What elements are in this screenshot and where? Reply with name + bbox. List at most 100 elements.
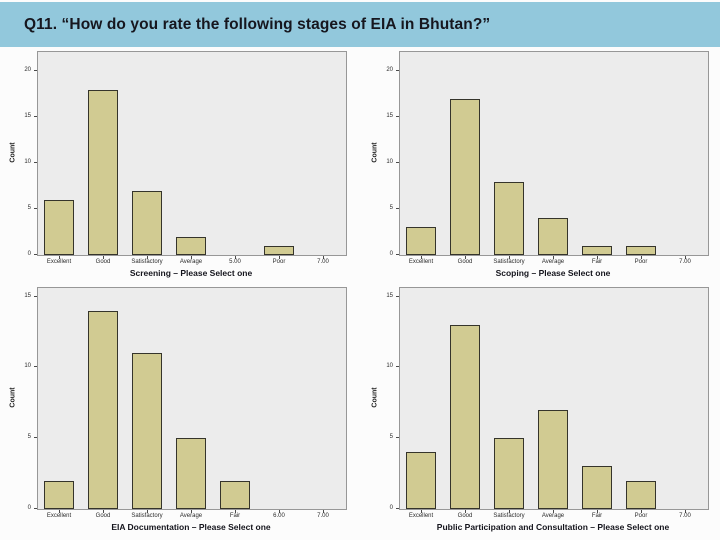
y-tick-label: 0	[27, 251, 31, 257]
y-tick-label: 20	[386, 67, 393, 74]
bar-scoping-5	[626, 246, 656, 255]
x-tick-mark	[147, 256, 148, 259]
y-tick-label: 10	[24, 363, 31, 370]
x-tick-mark	[279, 510, 280, 513]
x-tick-label: 6.00	[273, 513, 285, 519]
x-tick-mark	[191, 510, 192, 513]
y-axis-title-scoping: Count	[371, 141, 379, 163]
x-tick-mark	[465, 510, 466, 513]
x-tick-mark	[235, 510, 236, 513]
y-tick-label: 15	[24, 292, 31, 299]
y-tick-mark	[396, 295, 399, 297]
x-tick-label: 7.00	[679, 513, 691, 519]
bar-eia-documentation-4	[220, 481, 250, 509]
y-tick-mark	[34, 116, 37, 118]
y-tick-mark	[34, 437, 37, 439]
x-tick-label: Excellent	[408, 259, 434, 265]
y-tick-label: 0	[27, 505, 31, 511]
bar-public-participation-2	[494, 438, 524, 509]
x-tick-label: Poor	[634, 513, 648, 519]
y-tick-mark	[396, 162, 399, 164]
x-tick-mark	[641, 256, 642, 259]
x-tick-label: Poor	[272, 259, 286, 265]
x-axis-title-scoping: Scoping – Please Select one	[495, 268, 611, 278]
y-tick-mark	[34, 295, 37, 297]
y-axis-title-eia-documentation: Count	[9, 386, 17, 408]
x-tick-label: 7.00	[679, 259, 691, 265]
plot-area-screening	[37, 51, 347, 256]
slide-title: Q11. “How do you rate the following stag…	[24, 15, 491, 33]
x-tick-label: Poor	[634, 259, 648, 265]
y-tick-mark	[396, 254, 399, 255]
x-axis-title-screening: Screening – Please Select one	[129, 268, 253, 278]
x-tick-label: Satisfactory	[131, 513, 163, 519]
x-tick-label: Satisfactory	[493, 513, 525, 519]
x-tick-mark	[553, 256, 554, 259]
x-tick-mark	[509, 256, 510, 259]
x-tick-mark	[59, 256, 60, 259]
bar-scoping-3	[538, 218, 568, 255]
x-tick-label: 7.00	[317, 513, 329, 519]
bar-scoping-1	[450, 99, 480, 255]
bar-screening-1	[88, 90, 118, 255]
y-tick-mark	[34, 508, 37, 509]
x-axis-title-eia-documentation: EIA Documentation – Please Select one	[111, 522, 271, 532]
bar-screening-0	[44, 200, 74, 255]
y-tick-label: 5	[27, 205, 31, 212]
y-tick-mark	[396, 437, 399, 439]
x-tick-mark	[421, 256, 422, 259]
x-tick-label: Good	[95, 513, 111, 519]
y-tick-mark	[34, 254, 37, 255]
x-tick-mark	[147, 510, 148, 513]
bar-scoping-2	[494, 182, 524, 255]
bar-eia-documentation-1	[88, 311, 118, 509]
x-tick-mark	[235, 256, 236, 259]
x-tick-label: Good	[457, 259, 473, 265]
x-tick-label: Average	[541, 513, 565, 519]
x-tick-label: Satisfactory	[131, 259, 163, 265]
x-tick-label: Average	[179, 513, 203, 519]
y-tick-label: 15	[386, 292, 393, 299]
x-tick-mark	[323, 256, 324, 259]
bar-screening-2	[132, 191, 162, 255]
x-tick-label: Average	[179, 259, 203, 265]
y-tick-mark	[34, 366, 37, 368]
x-tick-mark	[641, 510, 642, 513]
y-axis-title-screening: Count	[9, 141, 17, 163]
y-tick-label: 10	[386, 363, 393, 370]
x-tick-label: Good	[95, 259, 111, 265]
x-tick-label: Excellent	[46, 259, 72, 265]
y-tick-label: 5	[27, 434, 31, 441]
x-tick-mark	[465, 256, 466, 259]
bar-public-participation-4	[582, 466, 612, 509]
y-tick-mark	[396, 208, 399, 210]
x-tick-label: Average	[541, 259, 565, 265]
y-tick-mark	[396, 508, 399, 509]
x-tick-mark	[103, 256, 104, 259]
y-tick-mark	[34, 162, 37, 164]
y-tick-label: 5	[389, 434, 393, 441]
bar-public-participation-1	[450, 325, 480, 509]
y-tick-label: 10	[386, 159, 393, 166]
y-tick-mark	[396, 70, 399, 72]
x-tick-mark	[103, 510, 104, 513]
x-tick-mark	[191, 256, 192, 259]
x-tick-mark	[509, 510, 510, 513]
x-tick-mark	[59, 510, 60, 513]
x-tick-label: Satisfactory	[493, 259, 525, 265]
bar-scoping-0	[406, 227, 436, 255]
bar-screening-3	[176, 237, 206, 255]
x-tick-label: 7.00	[317, 259, 329, 265]
x-tick-label: Fair	[591, 513, 603, 519]
bar-public-participation-5	[626, 481, 656, 509]
x-tick-label: Fair	[229, 513, 241, 519]
bar-public-participation-0	[406, 452, 436, 509]
y-tick-mark	[34, 70, 37, 72]
x-tick-mark	[553, 510, 554, 513]
x-tick-mark	[421, 510, 422, 513]
x-tick-mark	[685, 510, 686, 513]
y-tick-mark	[34, 208, 37, 210]
x-tick-mark	[685, 256, 686, 259]
x-tick-mark	[279, 256, 280, 259]
y-tick-label: 20	[24, 67, 31, 74]
